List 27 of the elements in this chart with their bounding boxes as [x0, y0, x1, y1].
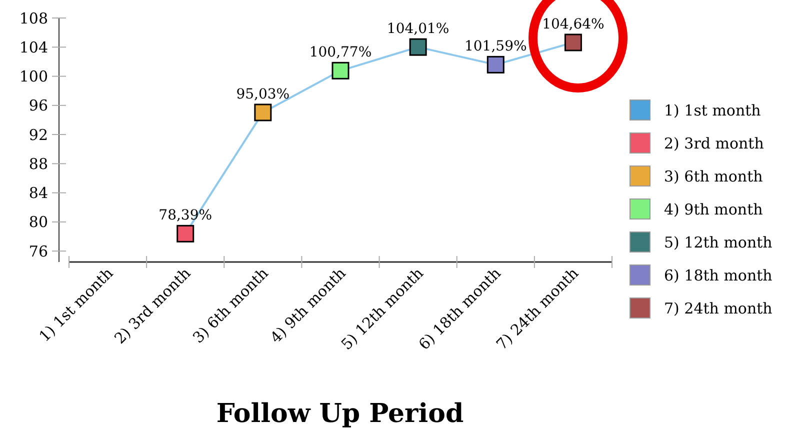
legend-label: 5) 12th month [664, 233, 773, 252]
legend-label: 2) 3rd month [664, 134, 764, 152]
point [564, 34, 582, 52]
legend-label: 4) 9th month [664, 200, 764, 218]
y-tick-label: 88 [28, 154, 48, 173]
y-tick-label: 80 [28, 213, 48, 232]
legend-label: 1) 1st month [664, 101, 762, 120]
y-tick-label: 92 [28, 126, 48, 144]
y-tick-label: 100 [19, 68, 48, 86]
y-tick-label: 104 [19, 38, 48, 56]
x-axis-title: Follow Up Period [216, 399, 464, 429]
y-tick-label: 108 [19, 9, 48, 28]
data-label: 78,39% [158, 208, 212, 224]
point [332, 62, 350, 80]
data-label: 104,64% [542, 16, 604, 32]
data-label: 101,59% [464, 38, 527, 55]
point [486, 56, 504, 74]
legend-label: 3) 6th month [664, 167, 764, 186]
point [254, 104, 272, 122]
data-label: 100,77% [309, 44, 372, 61]
y-tick-label: 84 [28, 184, 48, 202]
y-tick-label: 96 [28, 96, 48, 115]
data-label: 104,01% [386, 21, 450, 38]
y-tick-label: 76 [28, 242, 48, 260]
point [409, 38, 427, 56]
point [176, 224, 194, 242]
data-label: 95,03% [236, 86, 290, 102]
